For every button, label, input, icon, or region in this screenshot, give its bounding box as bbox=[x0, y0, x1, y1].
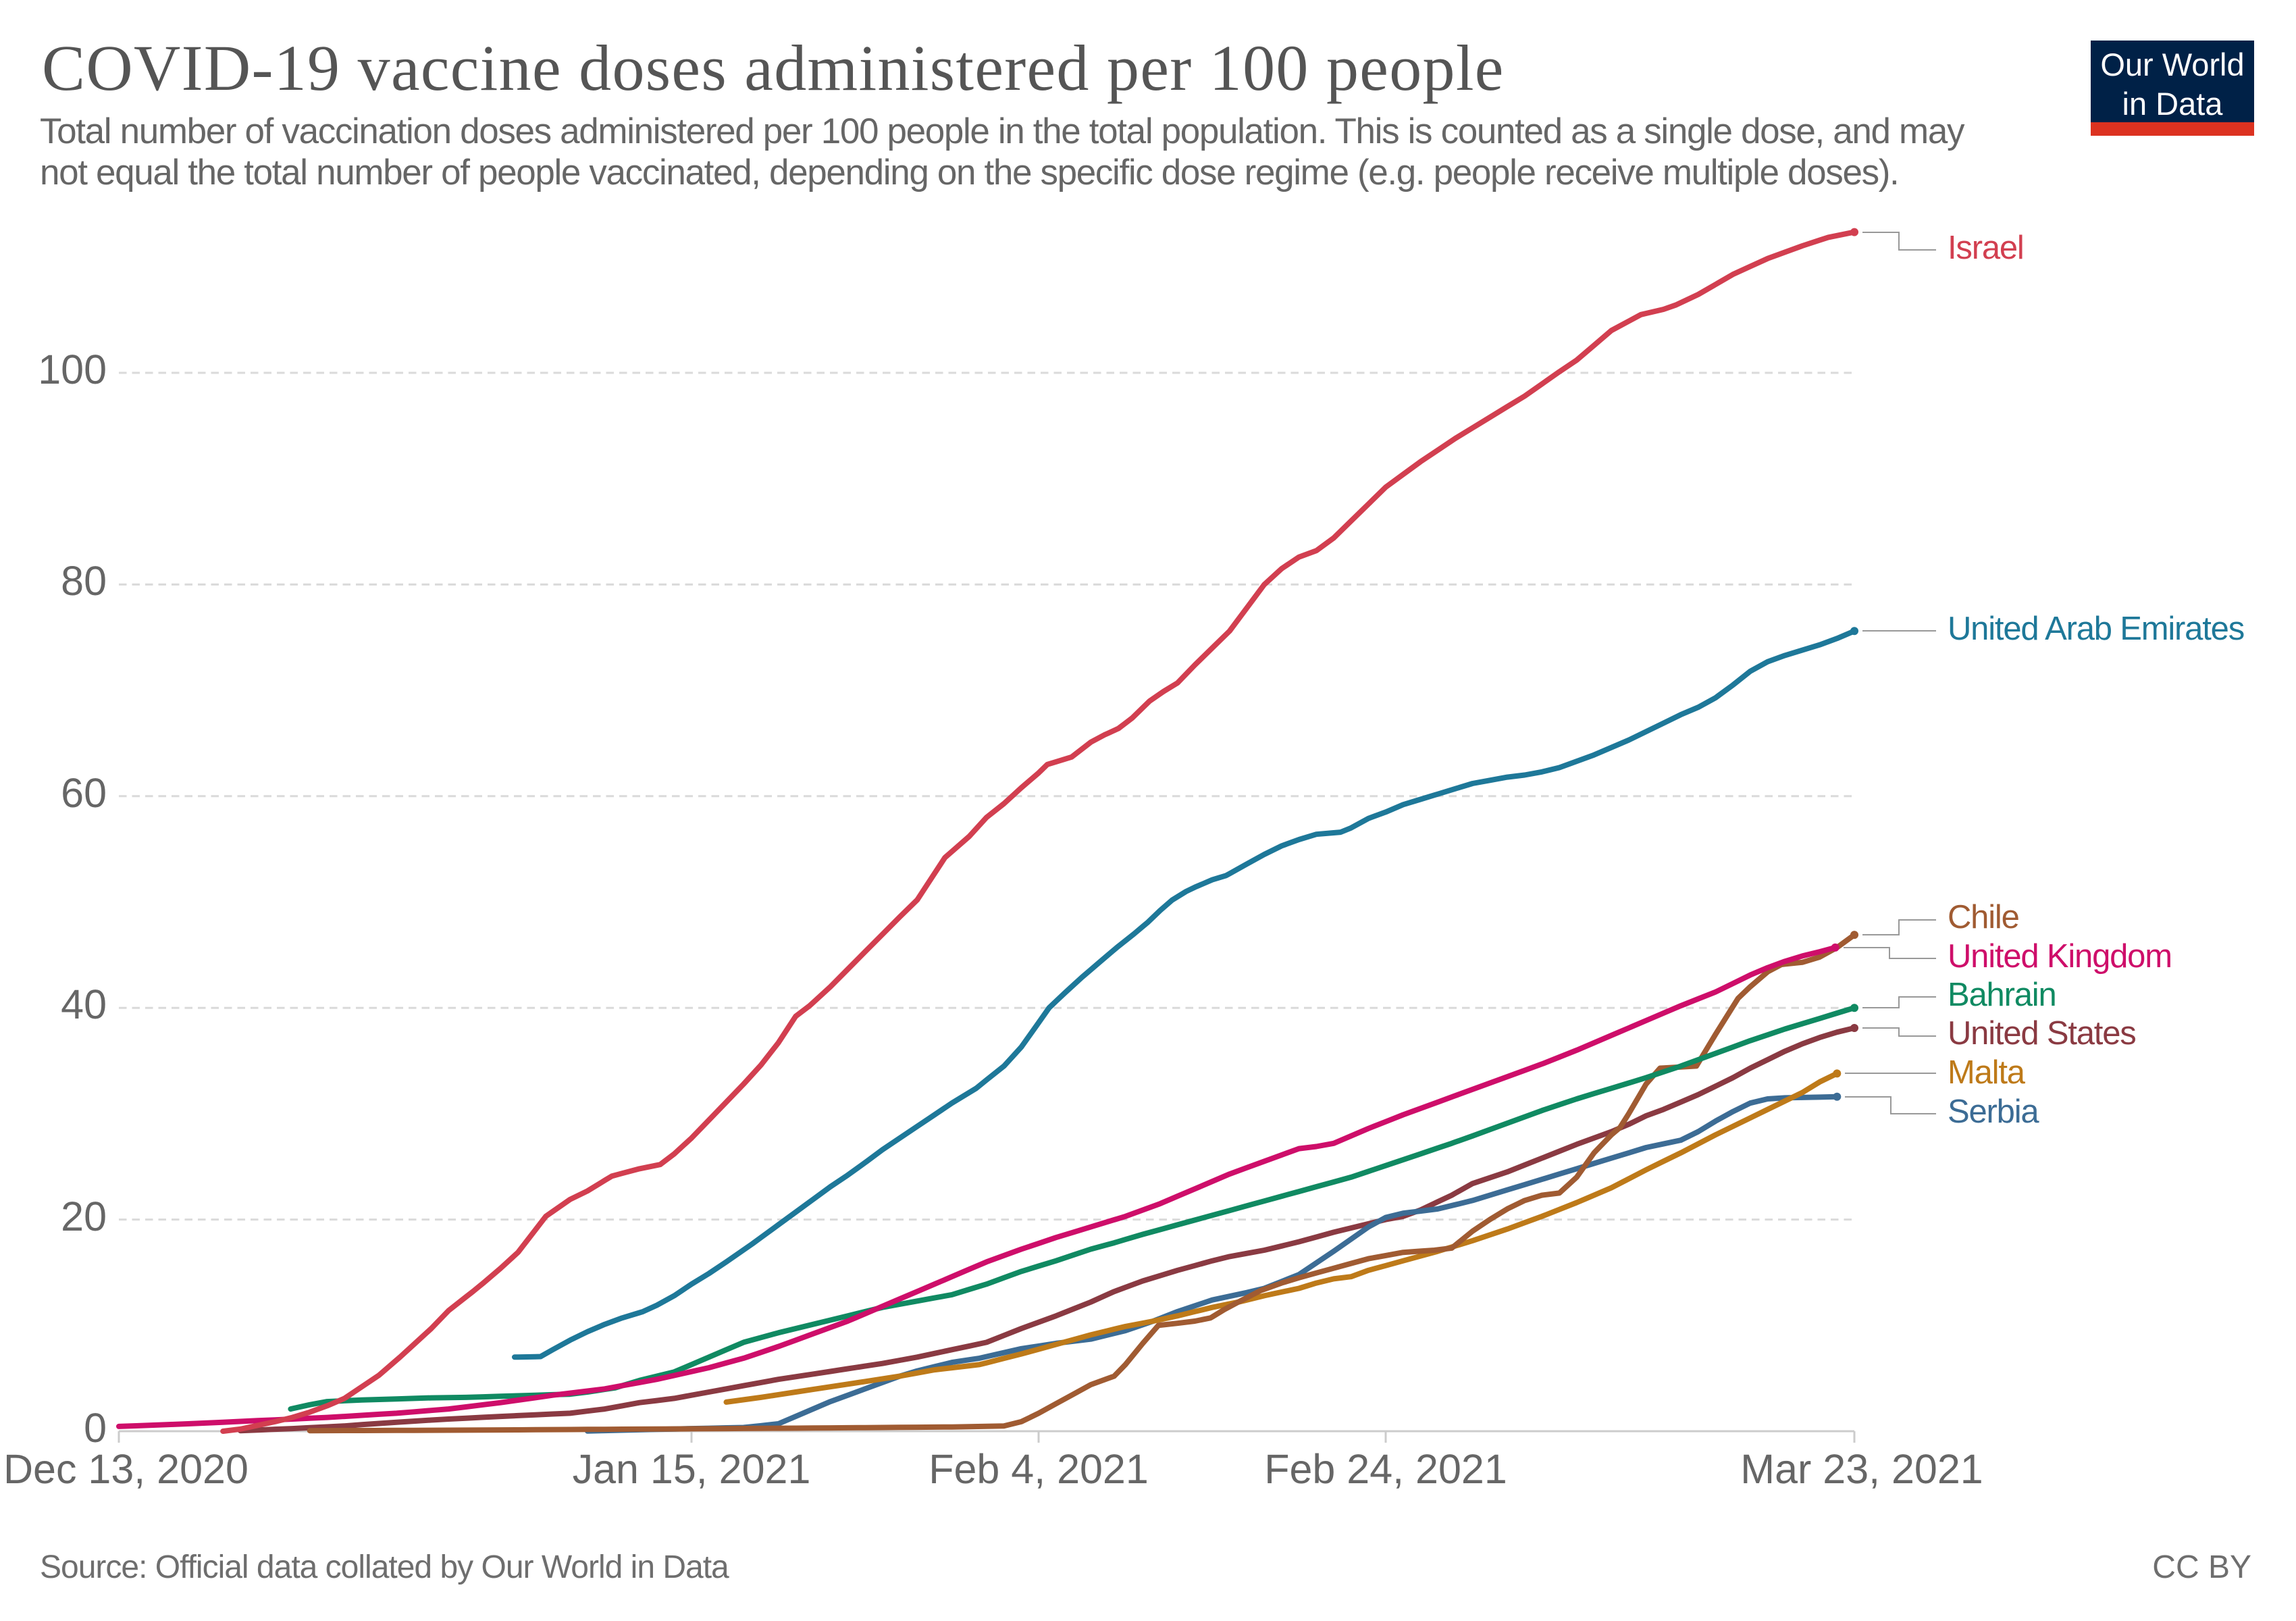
svg-text:100: 100 bbox=[38, 346, 107, 392]
svg-text:Feb 24, 2021: Feb 24, 2021 bbox=[1264, 1446, 1507, 1492]
svg-text:United States: United States bbox=[1948, 1015, 2136, 1052]
svg-text:Mar 23, 2021: Mar 23, 2021 bbox=[1740, 1446, 1983, 1492]
svg-text:20: 20 bbox=[61, 1193, 107, 1239]
svg-text:Dec 13, 2020: Dec 13, 2020 bbox=[3, 1446, 249, 1492]
svg-text:Chile: Chile bbox=[1948, 899, 2019, 935]
svg-text:Bahrain: Bahrain bbox=[1948, 977, 2056, 1013]
svg-text:Malta: Malta bbox=[1948, 1054, 2026, 1091]
svg-text:Jan 15, 2021: Jan 15, 2021 bbox=[573, 1446, 811, 1492]
svg-text:Israel: Israel bbox=[1948, 230, 2024, 266]
svg-text:40: 40 bbox=[61, 981, 107, 1027]
svg-text:Serbia: Serbia bbox=[1948, 1093, 2039, 1130]
svg-text:Feb 4, 2021: Feb 4, 2021 bbox=[929, 1446, 1149, 1492]
svg-text:80: 80 bbox=[61, 558, 107, 604]
svg-text:United Kingdom: United Kingdom bbox=[1948, 938, 2172, 975]
svg-text:60: 60 bbox=[61, 770, 107, 816]
svg-text:United Arab Emirates: United Arab Emirates bbox=[1948, 611, 2244, 647]
svg-text:0: 0 bbox=[84, 1405, 107, 1451]
